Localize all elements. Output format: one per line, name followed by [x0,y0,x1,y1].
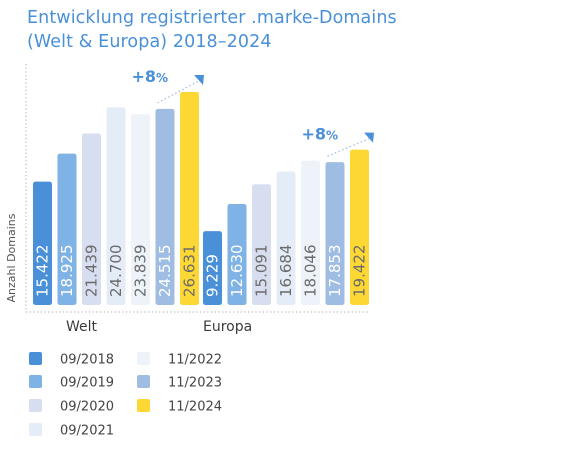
legend-swatch [137,375,150,388]
bar-value-label: 24.700 [107,245,125,298]
legend-label: 11/2024 [168,400,222,415]
legend-label: 11/2022 [168,353,222,368]
chart-title: Entwicklung registrierter .marke-Domains [27,8,397,28]
category-label: Europa [203,319,252,335]
bar [203,231,222,305]
bar-value-label: 17.853 [326,245,344,298]
bar [57,153,77,305]
bar-value-label: 24.515 [156,245,174,298]
bar-value-label: 12.630 [228,245,246,298]
legend-label: 09/2020 [60,400,114,415]
legend-swatch [137,352,150,365]
bar [350,149,369,305]
bar-value-label: 16.684 [277,245,295,298]
bar-value-label: 18.046 [302,245,320,298]
bar [106,107,126,306]
bar-value-label: 26.631 [181,245,199,298]
chart-title-block: Entwicklung registrierter .marke-Domains… [27,6,397,54]
bar-value-label: 15.091 [253,245,271,298]
growth-annotation-suffix: % [326,129,338,143]
bar-value-label: 18.925 [58,245,76,298]
legend-swatch [29,399,42,412]
bar [131,114,150,306]
legend-label: 09/2019 [60,376,114,391]
bar [33,181,52,305]
legend-swatch [29,375,42,388]
chart-subtitle: (Welt & Europa) 2018–2024 [27,32,272,52]
growth-annotation-suffix: % [156,71,168,85]
bar [325,162,345,305]
bar-value-label: 9.229 [204,254,222,297]
bar [180,91,199,306]
growth-annotation: +8% [302,125,339,144]
bar-value-label: 23.839 [132,245,150,298]
bar-value-label: 19.422 [351,245,369,298]
legend-swatch [137,399,150,412]
legend-label: 09/2021 [60,424,114,439]
bar [301,160,320,305]
growth-arrow-head [364,132,374,143]
growth-annotation: +8% [132,67,169,86]
category-label: Welt [66,319,98,335]
bar [82,133,101,305]
bar [155,108,175,305]
legend-swatch [29,352,42,365]
bar [252,184,271,305]
legend-label: 09/2018 [60,353,114,368]
legend-label: 11/2023 [168,376,222,391]
bar-value-label: 21.439 [83,245,101,298]
growth-arrow-head [194,74,204,85]
y-axis-label: Anzahl Domains [5,213,18,302]
bar [227,203,247,305]
bar-value-label: 15.422 [34,245,52,298]
legend-swatch [29,423,42,436]
bar [276,171,296,305]
